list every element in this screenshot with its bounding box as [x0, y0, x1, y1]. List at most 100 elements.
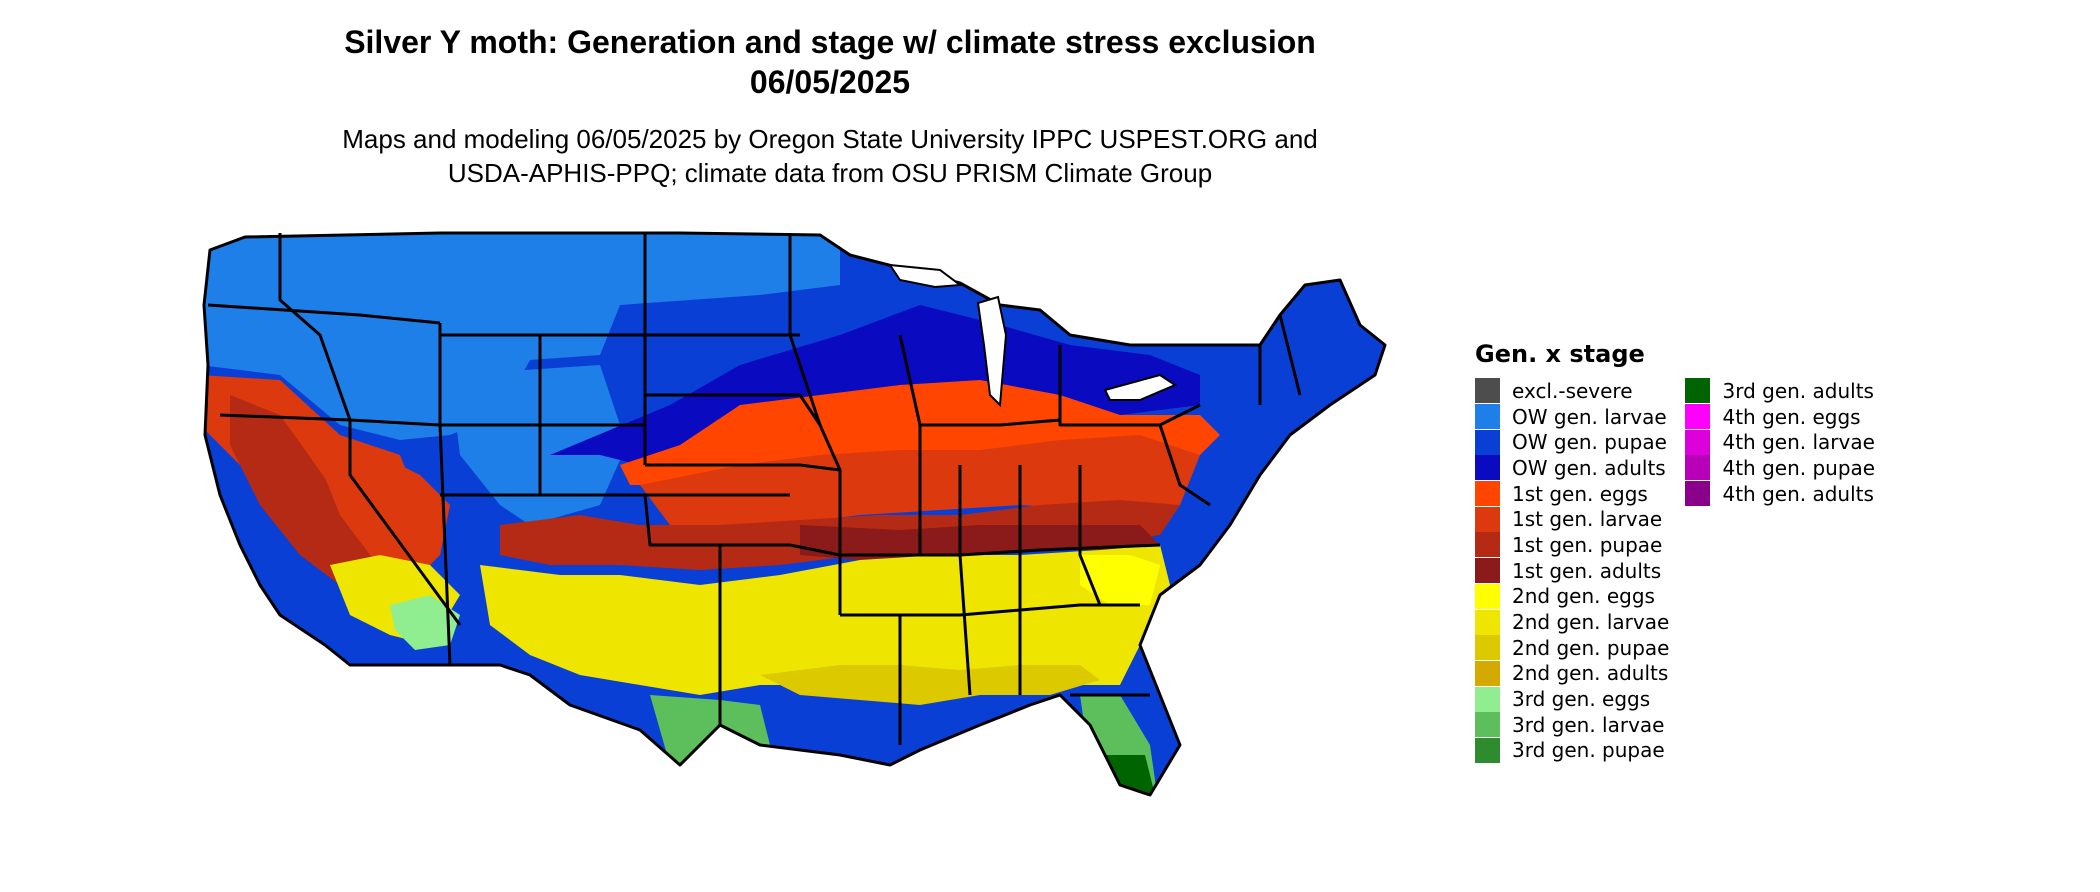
legend-item: 3rd gen. pupae — [1475, 737, 1669, 764]
legend-label: 3rd gen. adults — [1722, 378, 1874, 403]
zone-3rd-larvae-texas — [650, 695, 770, 795]
zone-3rd-eggs-southwest — [390, 595, 460, 650]
zone-ow-larvae-west — [204, 233, 840, 440]
legend-item: OW gen. adults — [1475, 455, 1669, 481]
legend-swatch — [1475, 558, 1500, 584]
zone-4th-eggs-florida — [1120, 795, 1165, 850]
legend-label: 1st gen. larvae — [1512, 507, 1663, 532]
map-subtitle-line1: Maps and modeling 06/05/2025 by Oregon S… — [342, 124, 1318, 154]
legend-label: excl.-severe — [1512, 378, 1633, 403]
legend-label: 2nd gen. pupae — [1512, 635, 1670, 660]
zone-2nd-pupae — [760, 665, 1100, 705]
legend-label: 3rd gen. eggs — [1512, 687, 1651, 712]
legend-swatch — [1475, 583, 1500, 609]
map-subtitle-line2: USDA-APHIS-PPQ; climate data from OSU PR… — [447, 158, 1213, 188]
state-line-6 — [440, 333, 647, 465]
legend-swatch — [1685, 404, 1711, 430]
legend-swatch — [1475, 404, 1500, 430]
state-line-23 — [1058, 345, 1201, 427]
legend-swatch — [1685, 481, 1711, 507]
legend-swatch — [1475, 609, 1500, 635]
legend-item: 1st gen. eggs — [1475, 481, 1669, 507]
state-line-21 — [1078, 465, 1102, 606]
map-title-date: 06/05/2025 — [749, 64, 911, 100]
legend-swatch — [1475, 737, 1500, 763]
legend-swatch — [1475, 712, 1500, 738]
legend-label: 2nd gen. larvae — [1512, 610, 1670, 635]
zone-2nd-eggs — [1080, 555, 1160, 605]
legend-swatch — [1475, 481, 1500, 507]
state-line-13 — [788, 233, 842, 615]
legend-label: 1st gen. adults — [1512, 558, 1662, 583]
map-legend: Gen. x stage excl.-severe OW gen. larvae O… — [1475, 340, 1891, 763]
state-line-16 — [840, 543, 1161, 557]
legend-item: 3rd gen. adults — [1685, 378, 1875, 404]
legend-label: 2nd gen. eggs — [1512, 584, 1655, 609]
zone-2nd-larvae — [480, 545, 1170, 695]
map-title-line1: Silver Y moth: Generation and stage w/ c… — [344, 24, 1316, 60]
legend-item: 1st gen. pupae — [1475, 532, 1669, 558]
legend-item: 1st gen. larvae — [1475, 506, 1669, 532]
us-outline — [202, 231, 1387, 797]
legend-swatch — [1685, 455, 1711, 481]
legend-swatch — [1475, 455, 1500, 481]
legend-item: 4th gen. larvae — [1685, 429, 1875, 455]
legend-swatch — [1475, 532, 1500, 558]
legend-label: 4th gen. larvae — [1722, 430, 1875, 455]
legend-swatch — [1685, 378, 1711, 404]
legend-label: 3rd gen. pupae — [1512, 738, 1665, 763]
zone-1st-larvae-desert — [320, 455, 450, 585]
stage-raster — [204, 233, 1385, 850]
legend-item: OW gen. larvae — [1475, 404, 1669, 430]
legend-label: OW gen. larvae — [1512, 404, 1667, 429]
legend-swatch — [1475, 378, 1500, 404]
legend-label: 1st gen. eggs — [1512, 481, 1648, 506]
state-line-3 — [278, 233, 352, 421]
legend-item: 3rd gen. eggs — [1475, 686, 1669, 712]
zone-3rd-pupae-texas — [700, 745, 760, 795]
state-line-10 — [643, 233, 800, 337]
map-subtitle: Maps and modeling 06/05/2025 by Oregon S… — [210, 122, 1450, 190]
legend-label: 2nd gen. adults — [1512, 661, 1669, 686]
legend-swatch — [1475, 686, 1500, 712]
state-line-11 — [645, 393, 822, 426]
legend-item: 4th gen. adults — [1685, 481, 1875, 507]
legend-item: 4th gen. pupae — [1685, 455, 1875, 481]
legend-item: 2nd gen. larvae — [1475, 609, 1669, 635]
zone-ow-larvae-southwest — [450, 365, 680, 525]
legend-item: 3rd gen. larvae — [1475, 712, 1669, 738]
zone-4th-larvae-texas-tip — [730, 810, 765, 825]
legend-label: 4th gen. adults — [1722, 481, 1874, 506]
state-line-1 — [207, 303, 441, 325]
legend-label: OW gen. pupae — [1512, 430, 1667, 455]
legend-label: 1st gen. pupae — [1512, 532, 1663, 557]
state-line-26 — [1158, 424, 1211, 507]
state-line-4 — [348, 420, 462, 626]
legend-item: 2nd gen. adults — [1475, 660, 1669, 687]
legend-columns: excl.-severe OW gen. larvae OW gen. pupae O… — [1475, 378, 1891, 763]
legend-swatch — [1475, 660, 1500, 686]
legend-swatch — [1685, 429, 1711, 455]
state-line-25 — [1278, 314, 1302, 396]
legend-label: OW gen. adults — [1512, 455, 1666, 480]
legend-swatch — [1475, 635, 1500, 661]
legend-title: Gen. x stage — [1475, 340, 1645, 368]
legend-column: excl.-severe OW gen. larvae OW gen. pupae O… — [1475, 378, 1669, 763]
legend-label: 4th gen. eggs — [1722, 404, 1861, 429]
legend-item: 2nd gen. eggs — [1475, 583, 1669, 610]
great-lakes — [887, 263, 1178, 408]
legend-column: 3rd gen. adults 4th gen. eggs 4th gen. lar… — [1685, 378, 1875, 763]
state-line-18 — [958, 465, 972, 696]
legend-label: 3rd gen. larvae — [1512, 712, 1665, 737]
legend-swatch — [1475, 429, 1500, 455]
us-map — [202, 231, 1387, 850]
legend-swatch — [1475, 506, 1500, 532]
map-title: Silver Y moth: Generation and stage w/ c… — [210, 22, 1450, 102]
legend-item: 4th gen. eggs — [1685, 404, 1875, 430]
legend-item: 1st gen. adults — [1475, 558, 1669, 584]
legend-item: excl.-severe — [1475, 378, 1669, 404]
state-line-12 — [645, 463, 841, 472]
zone-1st-adults — [800, 525, 1160, 560]
state-boundaries — [202, 231, 1387, 797]
legend-item: 2nd gen. pupae — [1475, 635, 1669, 661]
